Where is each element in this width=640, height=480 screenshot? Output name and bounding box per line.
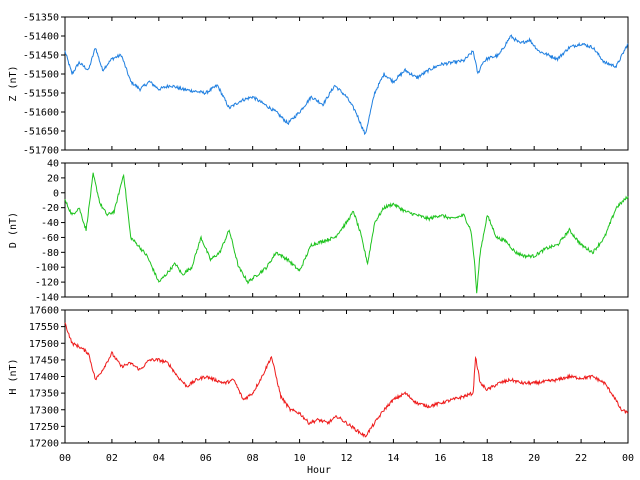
- y-axis-title: D (nT): [8, 212, 19, 248]
- z-component-panel: -51700 -51650 -51600 -51550 -51500 -51450 -514…: [8, 13, 629, 157]
- y-tick-label: 20: [47, 173, 59, 184]
- y-tick-label: 17450: [29, 355, 59, 366]
- y-tick-label: 17350: [29, 389, 59, 400]
- x-tick-label: 00: [59, 453, 71, 464]
- y-tick-label: -51550: [23, 89, 59, 100]
- y-tick-label: 17600: [29, 306, 59, 317]
- y-tick-label: -51600: [23, 108, 59, 119]
- y-tick-label: -20: [41, 203, 59, 214]
- x-tick-label: 06: [200, 453, 212, 464]
- x-tick-label: 22: [575, 453, 587, 464]
- y-tick-label: -51500: [23, 70, 59, 81]
- x-tick-label: 04: [153, 453, 165, 464]
- x-tick-label: 16: [434, 453, 446, 464]
- x-tick-label: 00: [622, 453, 634, 464]
- y-tick-label: -60: [41, 233, 59, 244]
- x-tick-label: 18: [481, 453, 493, 464]
- y-tick-label: 17300: [29, 405, 59, 416]
- x-tick-label: 20: [528, 453, 540, 464]
- y-tick-label: 40: [47, 159, 59, 170]
- plot-frame: [64, 162, 629, 298]
- y-tick-label: -51650: [23, 127, 59, 138]
- y-tick-label: -51350: [23, 13, 59, 24]
- y-tick-label: -51400: [23, 32, 59, 43]
- x-tick-label: 12: [340, 453, 352, 464]
- y-tick-label: 17200: [29, 439, 59, 450]
- series-line-d: [64, 172, 629, 294]
- y-tick-label: -80: [41, 248, 59, 259]
- y-tick-label: 17500: [29, 339, 59, 350]
- x-axis-title: Hour: [307, 465, 331, 476]
- x-tick-label: 10: [294, 453, 306, 464]
- y-axis-title: Z (nT): [8, 65, 19, 101]
- series-line-z: [64, 34, 629, 136]
- plot-frame: [64, 16, 629, 151]
- x-tick-label: 14: [387, 453, 399, 464]
- y-tick-label: -51450: [23, 51, 59, 62]
- h-component-panel: 17200 17250 17300 17350 17400 17450 17500 17550…: [8, 306, 629, 450]
- shared-x-axis: 00 02 04 06 08 10 12 14 16 18 20 22 00: [59, 453, 634, 464]
- y-tick-label: 0: [53, 188, 59, 199]
- x-tick-label: 08: [247, 453, 259, 464]
- y-tick-label: 17250: [29, 422, 59, 433]
- y-tick-label: -100: [35, 263, 59, 274]
- x-tick-label: 02: [106, 453, 118, 464]
- d-component-panel: -140 -120 -100 -80 -60 -40 -20 0 20 40 D (nT): [8, 159, 629, 304]
- y-tick-label: -140: [35, 293, 59, 304]
- series-line-h: [64, 322, 629, 438]
- y-tick-label: -40: [41, 218, 59, 229]
- y-tick-label: 17400: [29, 372, 59, 383]
- y-tick-label: -51700: [23, 146, 59, 157]
- y-tick-label: 17550: [29, 322, 59, 333]
- y-axis-title: H (nT): [8, 358, 19, 394]
- y-tick-label: -120: [35, 278, 59, 289]
